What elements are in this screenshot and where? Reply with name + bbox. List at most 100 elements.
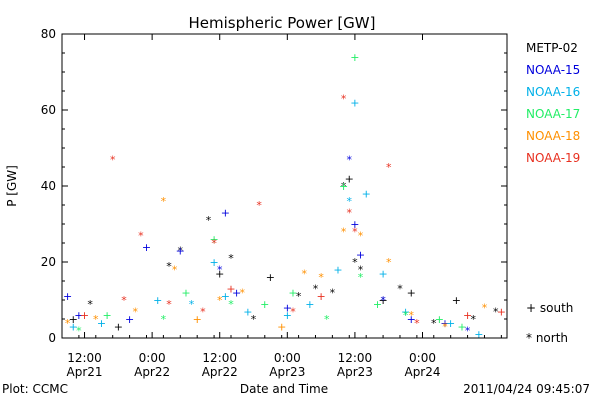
south-point: + <box>440 317 449 330</box>
x-tick-label-date: Apr24 <box>404 365 440 379</box>
north-point: * <box>217 294 223 307</box>
symbol-legend: + south * north <box>526 301 573 345</box>
plot-timestamp: 2011/04/24 09:45:07 <box>463 382 590 396</box>
north-point: * <box>352 226 358 239</box>
north-point: * <box>138 229 144 242</box>
south-point: + <box>74 309 83 322</box>
south-point: + <box>209 233 218 246</box>
north-point: * <box>380 294 386 307</box>
north-point: * <box>166 260 172 273</box>
legend-entry-noaa-16: NOAA-16 <box>526 85 580 99</box>
south-point: + <box>378 267 387 280</box>
north-point: * <box>442 321 448 334</box>
south-point: + <box>181 286 190 299</box>
south-point: + <box>407 286 416 299</box>
series-noaa-18: * ****+**+* ** ***** <box>65 195 488 333</box>
south-point: + <box>226 283 235 296</box>
legend-entry-noaa-15: NOAA-15 <box>526 63 580 77</box>
north-point: * <box>431 317 437 330</box>
south-point: + <box>288 286 297 299</box>
x-tick-label-date: Apr23 <box>337 365 373 379</box>
y-axis-label: P [GW] <box>5 165 19 207</box>
south-point: + <box>63 290 72 303</box>
north-point: * <box>386 161 392 174</box>
north-point: * <box>470 313 476 326</box>
south-point: + <box>407 313 416 326</box>
north-point: * <box>296 290 302 303</box>
south-point: + <box>277 321 286 334</box>
series-noaa-19: +******+**+*****+ + <box>80 93 506 330</box>
north-point: * <box>65 317 71 330</box>
y-tick-label: 80 <box>41 27 56 41</box>
south-point: + <box>243 305 252 318</box>
plot-area-frame <box>61 33 508 339</box>
north-point: * <box>178 245 184 258</box>
x-tick-label-time: 0:00 <box>139 351 166 365</box>
north-point: * <box>347 195 353 208</box>
north-point: * <box>341 226 347 239</box>
north-point: * <box>330 286 336 299</box>
series-noaa-15: ++ ++ +*+++*++*+ +* <box>63 153 471 337</box>
south-point: + <box>209 256 218 269</box>
y-tick-label: 60 <box>41 103 56 117</box>
north-point: * <box>493 305 499 318</box>
north-point: * <box>256 199 262 212</box>
north-point: * <box>347 153 353 166</box>
north-point: * <box>408 309 414 322</box>
south-point: + <box>350 51 359 64</box>
north-point: * <box>87 298 93 311</box>
chart-title: Hemispheric Power [GW] <box>189 14 376 32</box>
series-noaa-17: *+ *++* ++*++*+* ++ <box>76 51 466 338</box>
south-point: + <box>283 309 292 322</box>
north-point: * <box>132 305 138 318</box>
south-point: + <box>378 294 387 307</box>
south-point: + <box>345 172 354 185</box>
x-tick-label-time: 0:00 <box>274 351 301 365</box>
north-point: * <box>347 207 353 220</box>
north-point: * <box>313 283 319 296</box>
south-point: + <box>435 313 444 326</box>
south-point: + <box>215 267 224 280</box>
south-point: + <box>102 309 111 322</box>
north-point: * <box>465 324 471 337</box>
north-point: * <box>211 237 217 250</box>
south-point: + <box>463 309 472 322</box>
north-point: * <box>206 214 212 227</box>
south-point: + <box>283 302 292 315</box>
north-point: * <box>110 153 116 166</box>
south-point: + <box>446 317 455 330</box>
north-point: * <box>386 256 392 269</box>
south-point: + <box>193 313 202 326</box>
north-point: * <box>228 298 234 311</box>
y-tick-label: 40 <box>41 179 56 193</box>
north-point: * <box>318 271 324 284</box>
south-point: + <box>221 207 230 220</box>
south-point: + <box>266 271 275 284</box>
legend-entry-noaa-19: NOAA-19 <box>526 151 580 165</box>
north-point: * <box>217 264 223 277</box>
north-point: * <box>161 313 167 326</box>
south-point: + <box>260 298 269 311</box>
north-point: * <box>189 298 195 311</box>
north-point: * <box>358 271 364 284</box>
south-point: + <box>69 313 78 326</box>
south-point: + <box>356 248 365 261</box>
legend-entry-noaa-17: NOAA-17 <box>526 107 580 121</box>
south-point: + <box>350 218 359 231</box>
north-point: * <box>161 195 167 208</box>
data-points: +*+***+**+** **+**+* +*+**++ ++ +*+++*++*+ +*… <box>63 51 506 341</box>
south-point: + <box>457 321 466 334</box>
south-point: + <box>452 294 461 307</box>
south-point: + <box>401 305 410 318</box>
x-tick-label-time: 12:00 <box>338 351 373 365</box>
north-point: * <box>341 93 347 106</box>
south-point: + <box>373 298 382 311</box>
north-point: * <box>200 305 206 318</box>
y-tick-label: 20 <box>41 255 56 269</box>
north-point: * <box>397 283 403 296</box>
north-point: * <box>403 309 409 322</box>
series-metp-02: +*+***+**+** **+**+* +*+** <box>69 172 499 333</box>
south-point: + <box>350 96 359 109</box>
x-tick-label-date: Apr23 <box>269 365 305 379</box>
north-point: * <box>93 313 99 326</box>
